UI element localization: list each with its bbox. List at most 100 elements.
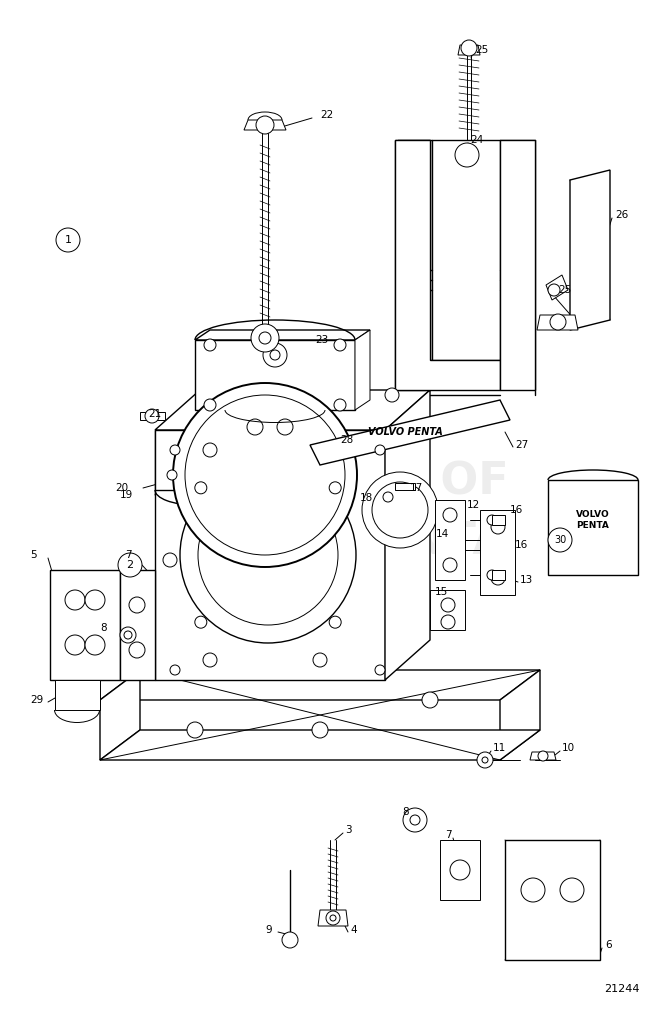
Circle shape xyxy=(195,616,207,628)
Text: 12: 12 xyxy=(467,500,480,510)
Circle shape xyxy=(329,616,341,628)
Circle shape xyxy=(65,590,85,610)
Polygon shape xyxy=(155,390,430,430)
Text: 28: 28 xyxy=(340,435,353,445)
Circle shape xyxy=(375,665,385,675)
Polygon shape xyxy=(537,315,578,330)
Text: PROPERTY OF
VOLVO PENTA: PROPERTY OF VOLVO PENTA xyxy=(161,461,509,563)
Circle shape xyxy=(312,722,328,738)
Polygon shape xyxy=(505,840,600,961)
Text: 8: 8 xyxy=(402,807,409,817)
Text: 23: 23 xyxy=(315,335,328,345)
Polygon shape xyxy=(100,670,540,700)
Circle shape xyxy=(204,339,216,351)
Circle shape xyxy=(441,598,455,612)
Text: 9: 9 xyxy=(265,925,271,935)
Polygon shape xyxy=(492,570,505,580)
Circle shape xyxy=(482,757,488,763)
Circle shape xyxy=(403,808,427,831)
Circle shape xyxy=(173,383,357,567)
Circle shape xyxy=(170,665,180,675)
Polygon shape xyxy=(570,170,610,330)
Circle shape xyxy=(129,597,145,613)
Circle shape xyxy=(487,570,497,580)
Circle shape xyxy=(247,419,263,435)
Circle shape xyxy=(548,284,560,296)
Text: 22: 22 xyxy=(320,110,333,120)
Polygon shape xyxy=(195,340,355,410)
Polygon shape xyxy=(492,515,505,525)
Circle shape xyxy=(85,590,105,610)
Circle shape xyxy=(256,116,274,134)
Circle shape xyxy=(491,571,505,585)
Polygon shape xyxy=(395,140,500,390)
Circle shape xyxy=(270,350,280,360)
Circle shape xyxy=(251,324,279,352)
Text: 17: 17 xyxy=(410,483,423,493)
Polygon shape xyxy=(100,670,140,760)
Polygon shape xyxy=(310,400,510,465)
Circle shape xyxy=(163,553,177,567)
Circle shape xyxy=(277,419,293,435)
Circle shape xyxy=(385,388,399,402)
Polygon shape xyxy=(546,275,568,300)
Circle shape xyxy=(85,635,105,655)
Polygon shape xyxy=(230,420,310,435)
Circle shape xyxy=(118,553,142,577)
Polygon shape xyxy=(195,330,370,340)
Circle shape xyxy=(313,653,327,667)
Text: 10: 10 xyxy=(562,743,575,753)
Text: 11: 11 xyxy=(493,743,507,753)
Circle shape xyxy=(263,343,287,367)
Circle shape xyxy=(410,815,420,825)
Circle shape xyxy=(198,485,338,625)
Circle shape xyxy=(548,528,572,552)
Circle shape xyxy=(203,443,217,457)
Polygon shape xyxy=(355,330,370,410)
Circle shape xyxy=(124,631,132,639)
Circle shape xyxy=(538,751,548,761)
Polygon shape xyxy=(140,412,165,420)
Text: VOLVO
PENTA: VOLVO PENTA xyxy=(576,510,610,529)
Polygon shape xyxy=(435,500,465,580)
Circle shape xyxy=(443,508,457,522)
Text: 24: 24 xyxy=(470,135,483,145)
Text: 4: 4 xyxy=(350,925,356,935)
Text: 25: 25 xyxy=(475,45,488,55)
Circle shape xyxy=(195,482,207,494)
Circle shape xyxy=(180,467,356,643)
Circle shape xyxy=(383,492,393,502)
Circle shape xyxy=(477,752,493,768)
Text: 8: 8 xyxy=(100,623,107,633)
Polygon shape xyxy=(430,590,465,630)
Text: 25: 25 xyxy=(558,285,572,295)
Text: 20: 20 xyxy=(115,483,128,493)
Text: 29: 29 xyxy=(30,695,44,705)
Polygon shape xyxy=(155,430,235,490)
Polygon shape xyxy=(480,510,515,595)
Text: 7: 7 xyxy=(125,550,131,560)
Circle shape xyxy=(203,653,217,667)
Circle shape xyxy=(334,339,346,351)
Circle shape xyxy=(443,558,457,572)
Text: 6: 6 xyxy=(605,940,612,950)
Text: 18: 18 xyxy=(360,493,373,503)
Text: 26: 26 xyxy=(615,210,628,220)
Polygon shape xyxy=(530,752,556,760)
Polygon shape xyxy=(50,570,120,680)
Polygon shape xyxy=(548,480,638,575)
Circle shape xyxy=(187,722,203,738)
Circle shape xyxy=(441,615,455,629)
Polygon shape xyxy=(244,120,286,130)
Circle shape xyxy=(521,878,545,902)
Circle shape xyxy=(372,482,428,538)
Text: 3: 3 xyxy=(345,825,352,835)
Circle shape xyxy=(375,445,385,455)
Circle shape xyxy=(330,915,336,921)
Circle shape xyxy=(450,860,470,880)
Text: 15: 15 xyxy=(435,587,448,597)
Polygon shape xyxy=(395,483,415,490)
Text: 21244: 21244 xyxy=(604,984,640,994)
Text: 14: 14 xyxy=(436,529,450,539)
Text: 1: 1 xyxy=(64,234,72,245)
